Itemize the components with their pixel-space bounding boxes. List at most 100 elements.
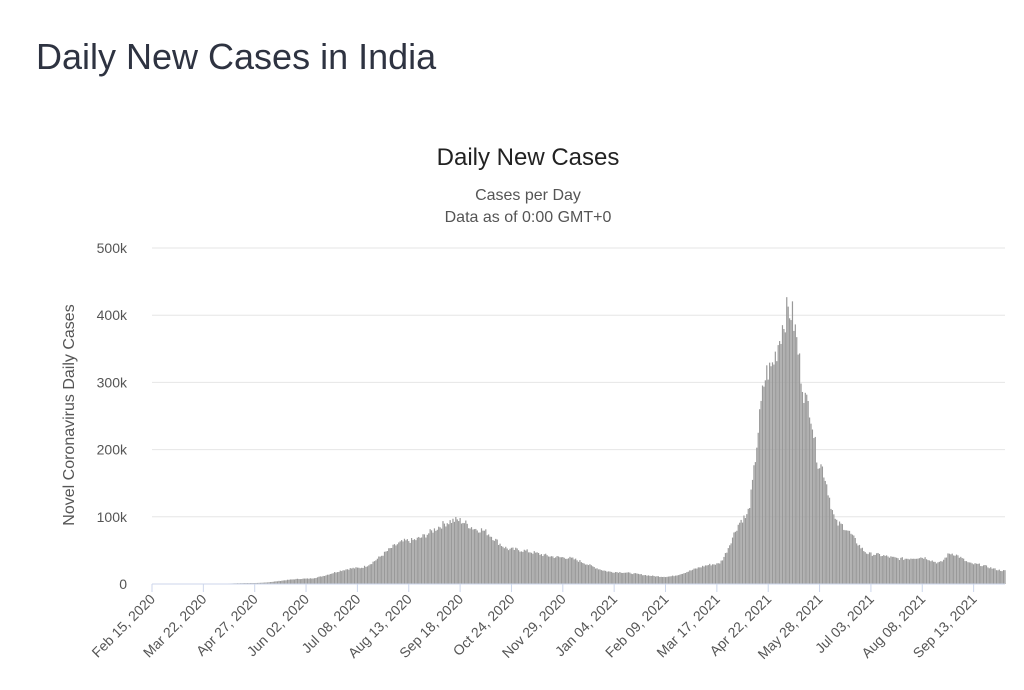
bar xyxy=(378,556,380,584)
bar xyxy=(338,571,340,584)
bar xyxy=(540,554,543,584)
bar xyxy=(880,556,882,584)
bar xyxy=(345,569,347,584)
bar xyxy=(304,578,306,584)
bar xyxy=(781,325,784,584)
bar xyxy=(664,577,667,584)
bar xyxy=(545,553,547,584)
bar xyxy=(458,521,460,584)
bar xyxy=(499,543,501,584)
bar xyxy=(642,575,644,584)
bar xyxy=(405,540,407,584)
bar xyxy=(429,529,431,584)
bar xyxy=(366,566,368,584)
bar xyxy=(754,462,756,584)
bar xyxy=(559,557,561,584)
bar xyxy=(295,578,297,584)
bar xyxy=(616,572,618,584)
bar xyxy=(981,566,983,584)
bar xyxy=(854,537,856,584)
bar xyxy=(478,532,480,584)
bar xyxy=(990,567,992,584)
bar xyxy=(970,562,972,584)
bar xyxy=(425,537,427,584)
bar xyxy=(881,556,883,584)
bar xyxy=(585,564,587,584)
bar xyxy=(860,548,862,584)
bar xyxy=(465,520,467,584)
bar xyxy=(858,544,861,584)
bar xyxy=(724,553,727,584)
bar xyxy=(739,522,741,584)
bar xyxy=(532,553,534,584)
bar xyxy=(469,528,471,584)
bar xyxy=(368,565,370,584)
bar xyxy=(605,570,607,584)
bar xyxy=(846,530,848,584)
bar xyxy=(489,536,491,584)
bar xyxy=(442,521,444,584)
bar xyxy=(703,566,705,584)
bar xyxy=(660,576,662,584)
bar xyxy=(582,562,584,584)
bar xyxy=(904,558,906,584)
bar xyxy=(997,570,999,584)
bar xyxy=(818,468,821,584)
bar xyxy=(870,552,872,584)
bar xyxy=(455,517,457,584)
bar xyxy=(800,383,802,584)
bar xyxy=(868,552,871,584)
bar xyxy=(913,558,915,584)
bar xyxy=(776,361,778,584)
bar xyxy=(543,554,545,584)
bar xyxy=(271,581,273,584)
bar xyxy=(476,530,478,584)
bar xyxy=(308,578,310,584)
bar xyxy=(590,565,592,584)
bar xyxy=(567,558,570,584)
bar xyxy=(659,576,661,584)
bar xyxy=(597,569,600,584)
bar xyxy=(760,400,762,584)
bar xyxy=(998,569,1000,584)
bar xyxy=(486,535,488,584)
bar xyxy=(796,337,798,584)
bar xyxy=(647,575,649,584)
bar xyxy=(302,578,304,584)
bar xyxy=(526,549,528,584)
bar xyxy=(428,533,430,584)
bar xyxy=(791,301,794,584)
bar xyxy=(953,555,955,584)
bar xyxy=(385,551,387,584)
bar xyxy=(401,540,403,584)
bar xyxy=(566,558,568,584)
bar xyxy=(600,570,602,584)
bar xyxy=(285,580,287,584)
bar xyxy=(393,544,396,584)
bar xyxy=(408,541,410,584)
bar xyxy=(286,579,289,584)
bar xyxy=(562,557,564,584)
bar xyxy=(382,555,384,584)
bar xyxy=(923,558,925,584)
bar xyxy=(697,567,699,584)
bar xyxy=(980,566,982,584)
bar xyxy=(806,394,808,584)
bar xyxy=(322,575,324,584)
bar xyxy=(289,579,291,584)
bar xyxy=(967,562,969,584)
bar xyxy=(341,571,343,584)
bar xyxy=(610,571,612,584)
bar xyxy=(353,568,356,584)
bar xyxy=(426,534,428,584)
bar xyxy=(907,558,909,584)
bar xyxy=(689,570,691,584)
bar xyxy=(314,578,316,584)
bar xyxy=(824,480,826,584)
bar xyxy=(309,578,311,584)
bar xyxy=(622,572,624,584)
bar xyxy=(813,438,815,584)
bar xyxy=(509,548,511,584)
bar xyxy=(941,561,943,584)
bar xyxy=(606,571,608,584)
